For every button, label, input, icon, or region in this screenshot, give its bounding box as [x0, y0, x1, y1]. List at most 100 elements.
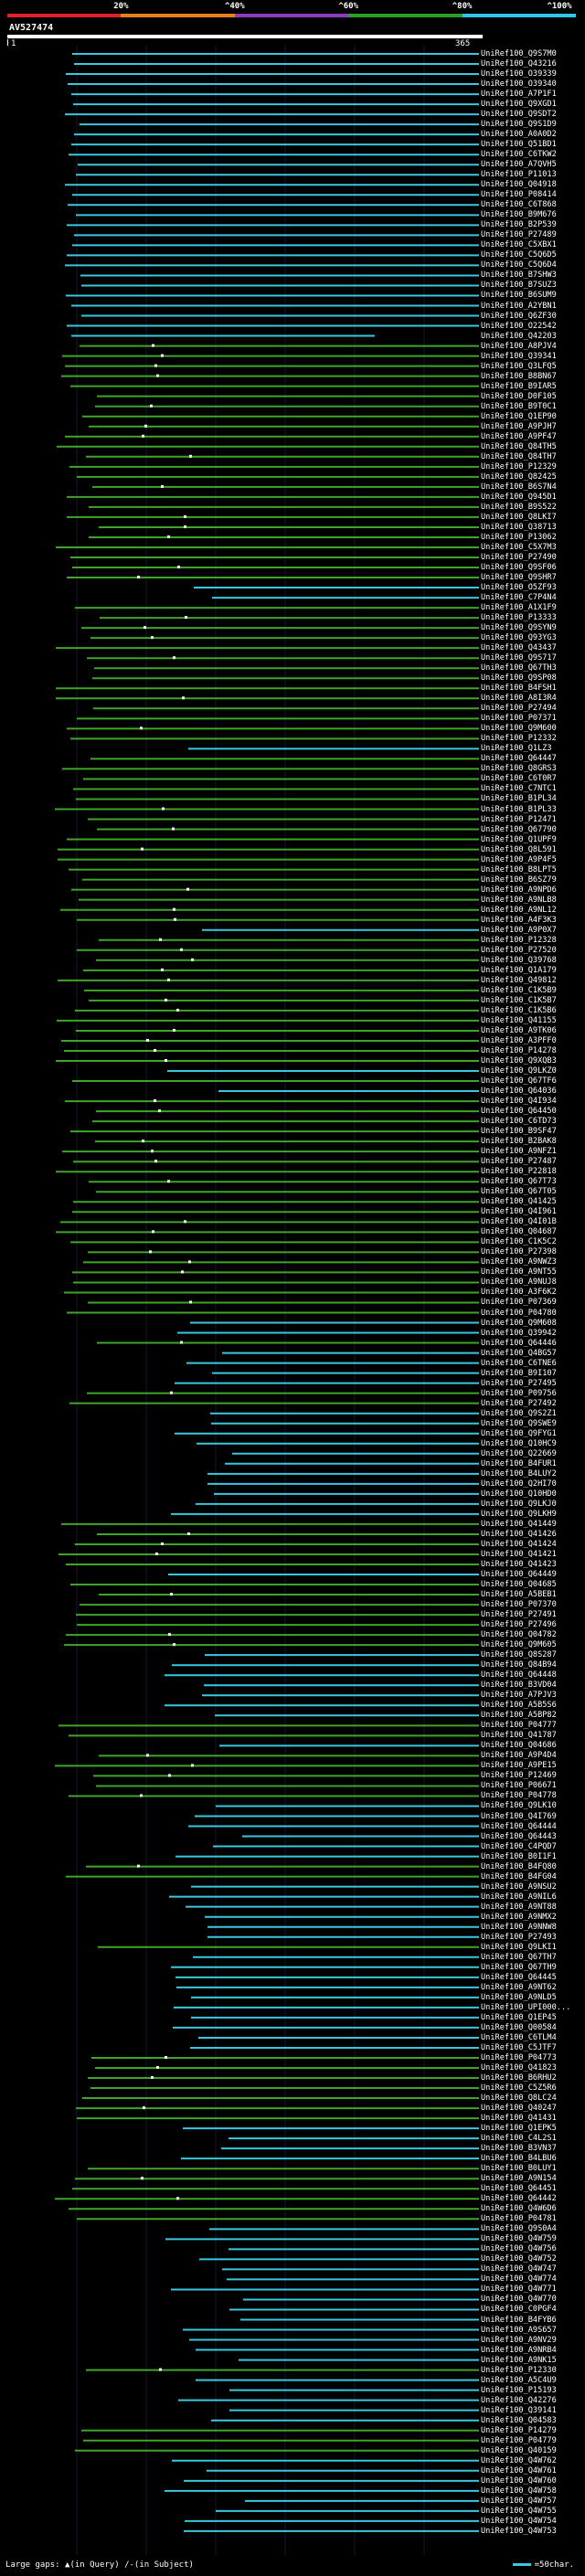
- hit-label[interactable]: UniRef100_A9PJH7: [481, 421, 557, 431]
- hit-label[interactable]: UniRef100_Q9SWE9: [481, 1418, 557, 1428]
- hit-label[interactable]: UniRef100_C6T868: [481, 200, 557, 210]
- hit-label[interactable]: UniRef100_A2YBN1: [481, 301, 557, 311]
- hit-label[interactable]: UniRef100_A9P4D4: [481, 1751, 557, 1761]
- hit-label[interactable]: UniRef100_A9NWZ3: [481, 1257, 557, 1267]
- hit-label[interactable]: UniRef100_A5B5S6: [481, 1701, 557, 1711]
- hit-label[interactable]: UniRef100_C1K5B7: [481, 995, 557, 1005]
- hit-label[interactable]: UniRef100_P09756: [481, 1388, 557, 1398]
- hit-label[interactable]: UniRef100_Q64449: [481, 1570, 557, 1580]
- hit-label[interactable]: UniRef100_Q49812: [481, 975, 557, 985]
- hit-label[interactable]: UniRef100_C5JTF7: [481, 2042, 557, 2052]
- hit-label[interactable]: UniRef100_P04778: [481, 1791, 557, 1801]
- hit-label[interactable]: UniRef100_Q04685: [481, 1580, 557, 1590]
- hit-label[interactable]: UniRef100_Q39768: [481, 955, 557, 965]
- hit-label[interactable]: UniRef100_B9M676: [481, 210, 557, 220]
- hit-label[interactable]: UniRef100_A8PJV4: [481, 341, 557, 351]
- hit-label[interactable]: UniRef100_Q4W759: [481, 2234, 557, 2244]
- hit-label[interactable]: UniRef100_C6TD73: [481, 1117, 557, 1127]
- hit-label[interactable]: UniRef100_A3F6K2: [481, 1288, 557, 1298]
- hit-label[interactable]: UniRef100_Q9S1D9: [481, 120, 557, 130]
- hit-label[interactable]: UniRef100_Q67TH3: [481, 663, 557, 673]
- hit-label[interactable]: UniRef100_O39340: [481, 80, 557, 90]
- hit-label[interactable]: UniRef100_A5BEB1: [481, 1590, 557, 1600]
- hit-label[interactable]: UniRef100_Q9XQB3: [481, 1056, 557, 1065]
- hit-label[interactable]: UniRef100_C1K5C2: [481, 1237, 557, 1247]
- hit-label[interactable]: UniRef100_Q4W754: [481, 2516, 557, 2526]
- hit-label[interactable]: UniRef100_Q41425: [481, 1197, 557, 1207]
- hit-label[interactable]: UniRef100_Q41421: [481, 1549, 557, 1559]
- hit-label[interactable]: UniRef100_A9NUJ8: [481, 1277, 557, 1288]
- hit-label[interactable]: UniRef100_P15193: [481, 2385, 557, 2395]
- hit-label[interactable]: UniRef100_P04773: [481, 2052, 557, 2062]
- hit-label[interactable]: UniRef100_C6TKW2: [481, 150, 557, 160]
- hit-label[interactable]: UniRef100_Q9XGD1: [481, 100, 557, 110]
- hit-label[interactable]: UniRef100_Q67TF6: [481, 1076, 557, 1087]
- hit-label[interactable]: UniRef100_A9PF47: [481, 431, 557, 441]
- hit-label[interactable]: UniRef100_Q64448: [481, 1670, 557, 1680]
- hit-label[interactable]: UniRef100_Q10HD0: [481, 1489, 557, 1499]
- hit-label[interactable]: UniRef100_A3PFF0: [481, 1035, 557, 1045]
- hit-label[interactable]: UniRef100_B2BAK8: [481, 1137, 557, 1147]
- hit-label[interactable]: UniRef100_Q64445: [481, 1972, 557, 1982]
- hit-label[interactable]: UniRef100_A9NL12: [481, 905, 557, 915]
- hit-label[interactable]: UniRef100_P14279: [481, 2425, 557, 2435]
- hit-label[interactable]: UniRef100_Q4W770: [481, 2295, 557, 2305]
- hit-label[interactable]: UniRef100_P22818: [481, 1167, 557, 1177]
- hit-label[interactable]: UniRef100_B9S522: [481, 502, 557, 512]
- hit-label[interactable]: UniRef100_C4L2S1: [481, 2134, 557, 2144]
- hit-label[interactable]: UniRef100_Q84B94: [481, 1660, 557, 1670]
- hit-label[interactable]: UniRef100_B4FYB6: [481, 2315, 557, 2325]
- hit-label[interactable]: UniRef100_A7PJV3: [481, 1691, 557, 1701]
- hit-label[interactable]: UniRef100_B4FSH1: [481, 684, 557, 694]
- hit-label[interactable]: UniRef100_Q4W761: [481, 2465, 557, 2475]
- hit-label[interactable]: UniRef100_Q67T73: [481, 1177, 557, 1187]
- hit-label[interactable]: UniRef100_Q9S717: [481, 653, 557, 663]
- hit-label[interactable]: UniRef100_Q67TH9: [481, 1962, 557, 1972]
- hit-label[interactable]: UniRef100_Q1EP90: [481, 411, 557, 421]
- hit-label[interactable]: UniRef100_P04779: [481, 2435, 557, 2445]
- hit-label[interactable]: UniRef100_Q41426: [481, 1529, 557, 1539]
- hit-label[interactable]: UniRef100_Q67T05: [481, 1187, 557, 1197]
- hit-label[interactable]: UniRef100_P07370: [481, 1600, 557, 1610]
- hit-label[interactable]: UniRef100_O22542: [481, 321, 557, 331]
- hit-label[interactable]: UniRef100_C6T0R7: [481, 774, 557, 784]
- hit-label[interactable]: UniRef100_Q42203: [481, 331, 557, 341]
- hit-label[interactable]: UniRef100_Q9SDT2: [481, 110, 557, 120]
- hit-label[interactable]: UniRef100_Q39341: [481, 351, 557, 361]
- hit-label[interactable]: UniRef100_Q4W753: [481, 2526, 557, 2536]
- hit-label[interactable]: UniRef100_Q04687: [481, 1227, 557, 1237]
- hit-label[interactable]: UniRef100_P12332: [481, 734, 557, 744]
- hit-label[interactable]: UniRef100_C7NTC1: [481, 784, 557, 794]
- hit-label[interactable]: UniRef100_P27520: [481, 945, 557, 955]
- hit-label[interactable]: UniRef100_P27496: [481, 1620, 557, 1630]
- hit-label[interactable]: UniRef100_B6S7N4: [481, 482, 557, 492]
- hit-label[interactable]: UniRef100_Q4I934: [481, 1097, 557, 1107]
- hit-label[interactable]: UniRef100_Q42276: [481, 2395, 557, 2405]
- hit-label[interactable]: UniRef100_Q64036: [481, 1087, 557, 1097]
- hit-label[interactable]: UniRef100_B6RHU2: [481, 2073, 557, 2083]
- hit-label[interactable]: UniRef100_B2P539: [481, 220, 557, 230]
- hit-label[interactable]: UniRef100_Q41423: [481, 1560, 557, 1569]
- hit-label[interactable]: UniRef100_A1X1F9: [481, 603, 557, 613]
- hit-label[interactable]: UniRef100_P27487: [481, 1157, 557, 1167]
- hit-label[interactable]: UniRef100_Q4W760: [481, 2475, 557, 2486]
- hit-label[interactable]: UniRef100_P27491: [481, 1610, 557, 1620]
- hit-label[interactable]: UniRef100_P12469: [481, 1771, 557, 1781]
- hit-label[interactable]: UniRef100_C1K5B6: [481, 1005, 557, 1015]
- hit-label[interactable]: UniRef100_B4FUR1: [481, 1458, 557, 1468]
- hit-label[interactable]: UniRef100_Q9LKZ0: [481, 1066, 557, 1076]
- hit-label[interactable]: UniRef100_P27490: [481, 553, 557, 562]
- hit-label[interactable]: UniRef100_P27493: [481, 1932, 557, 1942]
- hit-label[interactable]: UniRef100_Q39942: [481, 1328, 557, 1338]
- hit-label[interactable]: UniRef100_Q4W758: [481, 2486, 557, 2496]
- hit-label[interactable]: UniRef100_P04777: [481, 1721, 557, 1731]
- hit-label[interactable]: UniRef100_A9NLB8: [481, 895, 557, 905]
- hit-label[interactable]: UniRef100_Q1A179: [481, 965, 557, 975]
- hit-label[interactable]: UniRef100_B1PL33: [481, 804, 557, 814]
- hit-label[interactable]: UniRef100_B6SUM9: [481, 291, 557, 301]
- hit-label[interactable]: UniRef100_Q4W757: [481, 2496, 557, 2506]
- hit-label[interactable]: UniRef100_P07369: [481, 1298, 557, 1308]
- hit-label[interactable]: UniRef100_C6TNE6: [481, 1358, 557, 1368]
- hit-label[interactable]: UniRef100_Q64451: [481, 2184, 557, 2194]
- hit-label[interactable]: UniRef100_C5Q6D4: [481, 260, 557, 270]
